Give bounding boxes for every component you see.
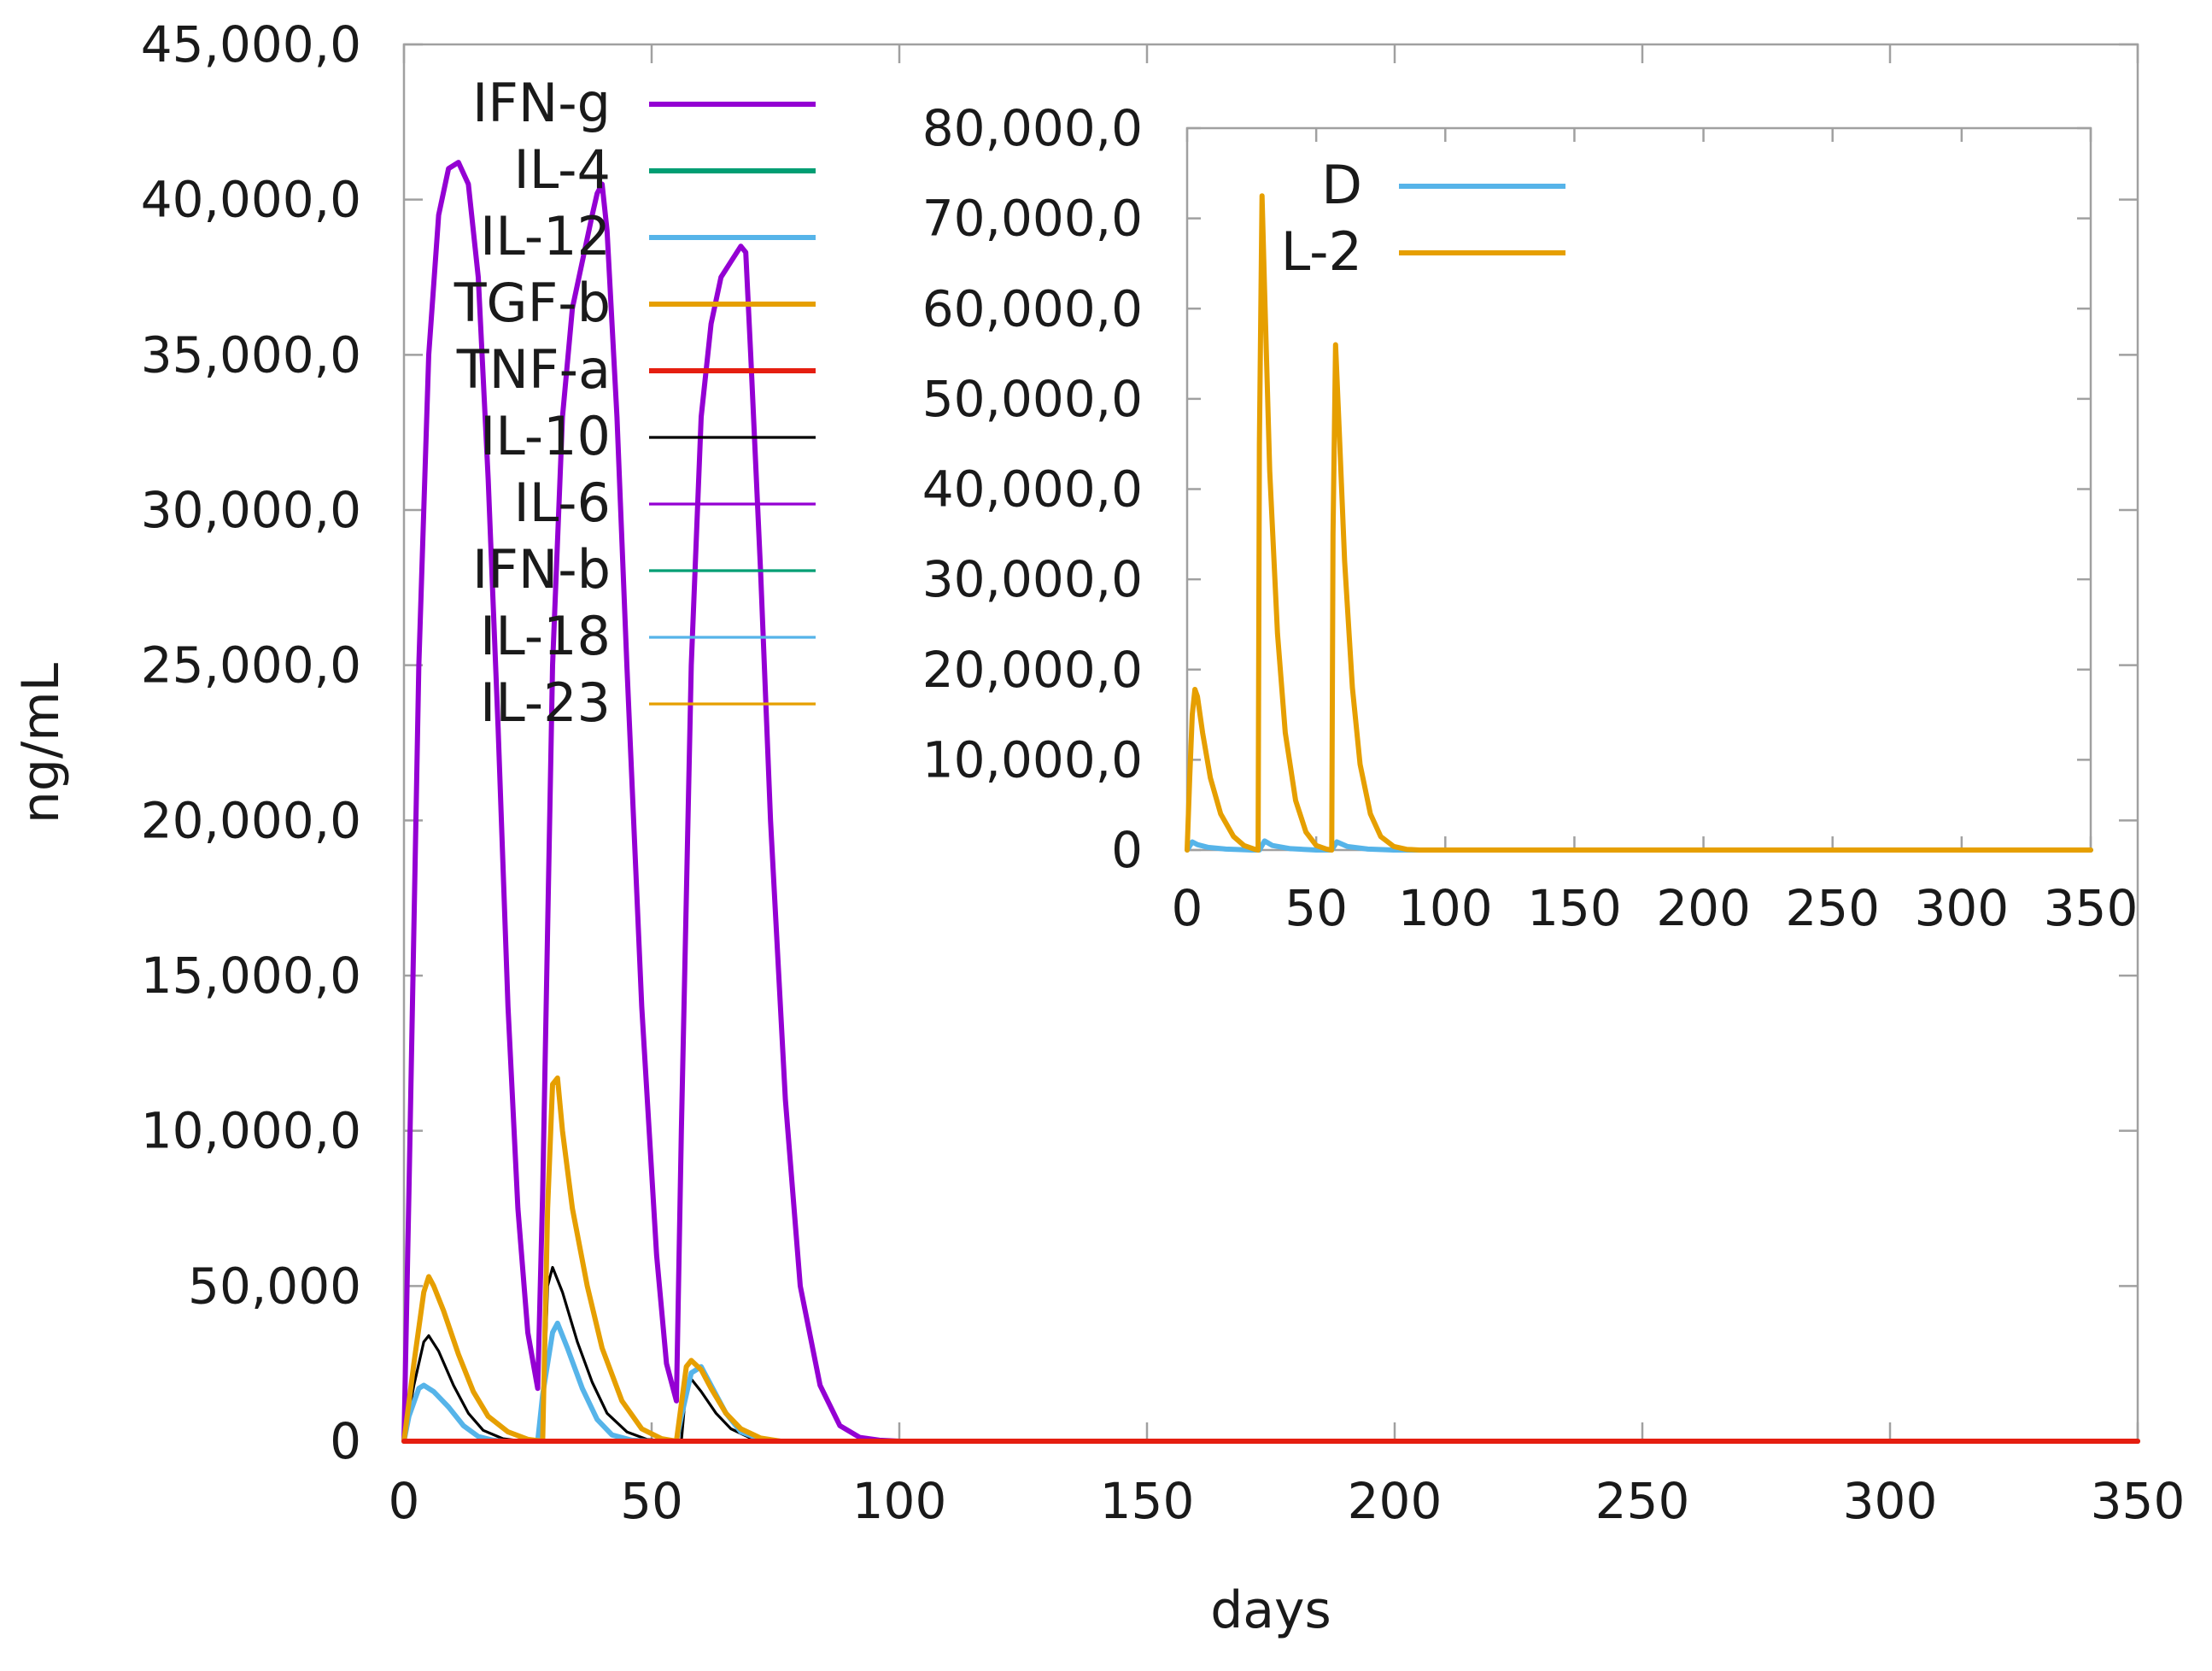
inset-x-tick-label: 50	[1284, 879, 1348, 937]
main-legend-label-tgf-b: TGF-b	[454, 272, 611, 334]
main-y-axis-title: ng/mL	[11, 662, 71, 824]
main-x-tick-label: 150	[1100, 1472, 1195, 1530]
inset-y-tick-label: 10,000,0	[922, 730, 1143, 789]
main-x-tick-label: 250	[1595, 1472, 1690, 1530]
inset-y-tick-label: 60,000,0	[922, 279, 1143, 337]
main-y-tick-label: 50,000	[188, 1257, 361, 1315]
main-x-tick-label: 300	[1843, 1472, 1938, 1530]
main-y-tick-label: 35,000,0	[141, 325, 361, 384]
inset-x-tick-label: 150	[1527, 879, 1622, 937]
main-legend-label-il-10: IL-10	[480, 405, 611, 467]
main-y-tick-label: 15,000,0	[141, 947, 361, 1005]
inset-x-tick-label: 250	[1785, 879, 1880, 937]
main-chart: 0 50,000 10,000,0 15,000,0 20,000,0 25,000,0 3…	[11, 15, 2185, 1640]
main-legend-label-il-23: IL-23	[480, 671, 611, 734]
main-x-tick-label: 350	[2091, 1472, 2186, 1530]
inset-series-line-l-2	[1185, 193, 2093, 853]
inset-series-line-d	[1185, 838, 2093, 853]
main-series-line-tgf-b	[401, 1075, 2140, 1444]
inset-y-tick-label: 20,000,0	[922, 641, 1143, 699]
main-legend-label-il-6: IL-6	[513, 472, 611, 534]
main-y-tick-label: 20,000,0	[141, 791, 361, 849]
inset-legend-label-d: D	[1321, 154, 1362, 216]
inset-y-tick-label: 0	[1111, 821, 1143, 879]
main-y-tick-label: 45,000,0	[141, 15, 361, 73]
main-x-tick-label: 50	[620, 1472, 683, 1530]
main-legend-label-ifn-b: IFN-b	[472, 538, 611, 601]
main-y-tick-label: 25,000,0	[141, 636, 361, 695]
main-series-line-il-10	[402, 1265, 2139, 1443]
inset-x-tick-label: 300	[1914, 879, 2009, 937]
inset-legend-label-l-2: L-2	[1281, 220, 1362, 283]
main-plot-frame	[402, 43, 2139, 1443]
main-x-tick-label: 0	[389, 1472, 420, 1530]
inset-x-tick-label: 0	[1172, 879, 1203, 937]
inset-y-tick-label: 70,000,0	[922, 190, 1143, 248]
main-y-tick-label: 0	[330, 1412, 361, 1470]
main-legend-label-il-12: IL-12	[480, 205, 611, 267]
main-series-line-ifn-g	[401, 160, 2140, 1444]
inset-y-tick-label: 50,000,0	[922, 370, 1143, 428]
main-y-tick-label: 10,000,0	[141, 1102, 361, 1160]
inset-chart: 0 10,000,0 20,000,0 30,000,0 40,000,0 50,000,…	[922, 99, 2139, 937]
main-legend-label-tnf-a: TNF-a	[456, 338, 611, 401]
main-legend-label-ifn-g: IFN-g	[472, 72, 611, 134]
inset-x-tick-label: 100	[1398, 879, 1493, 937]
main-legend-label-il-18: IL-18	[480, 605, 611, 667]
main-x-tick-label: 100	[852, 1472, 947, 1530]
inset-y-tick-label: 30,000,0	[922, 550, 1143, 608]
inset-y-tick-label: 40,000,0	[922, 460, 1143, 519]
inset-x-tick-label: 350	[2044, 879, 2139, 937]
main-legend-label-il-4: IL-4	[513, 138, 611, 201]
main-y-tick-label: 40,000,0	[141, 171, 361, 229]
main-x-tick-label: 200	[1348, 1472, 1442, 1530]
inset-x-tick-label: 200	[1656, 879, 1751, 937]
main-x-axis-title: days	[1210, 1580, 1331, 1640]
main-y-tick-label: 30,000,0	[141, 481, 361, 539]
inset-y-tick-label: 80,000,0	[922, 99, 1143, 157]
